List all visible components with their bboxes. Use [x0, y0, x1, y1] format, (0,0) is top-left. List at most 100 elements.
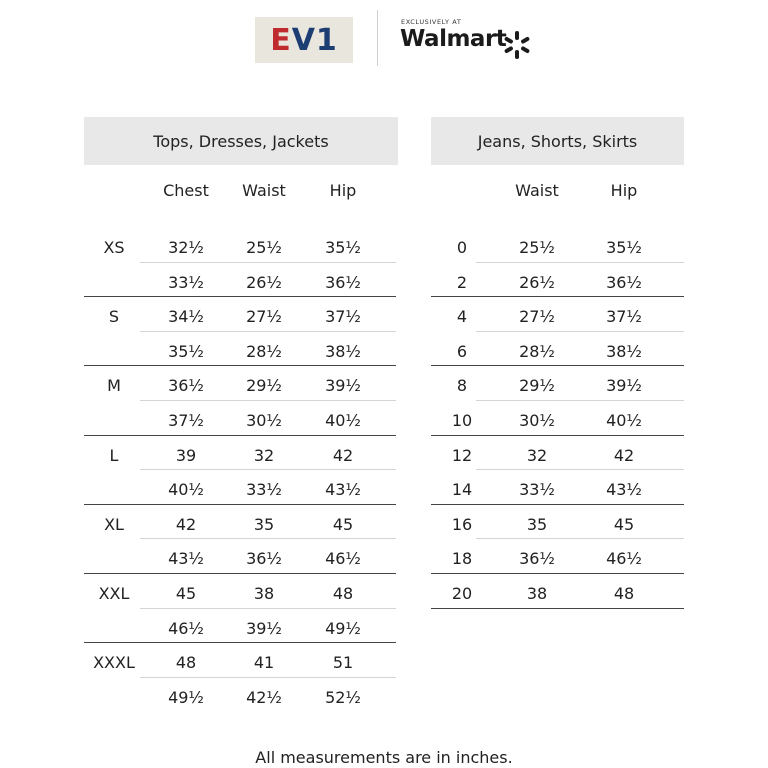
- tops-cell: 39½: [325, 376, 361, 396]
- tops-cell: 36½: [168, 376, 204, 396]
- bottoms-size-label: 18: [451, 549, 473, 569]
- bottoms-cell: 45: [613, 514, 635, 534]
- bottoms-row-divider: [476, 538, 684, 540]
- ev1-logo-e: E: [270, 22, 292, 58]
- tops-cell: 33½: [168, 272, 204, 292]
- tops-table-title: Tops, Dresses, Jackets: [84, 117, 398, 165]
- tops-col-waist: Waist: [242, 181, 286, 200]
- tops-cell: 42: [175, 514, 197, 534]
- ev1-logo-v1: V1: [291, 22, 338, 58]
- bottoms-size-label: 20: [451, 584, 473, 603]
- bottoms-cell: 42: [613, 445, 635, 465]
- bottoms-size-label: 0: [456, 238, 468, 257]
- tops-cell: 32½: [168, 238, 204, 257]
- tops-cell: 38: [253, 584, 275, 603]
- bottoms-cell: 40½: [606, 411, 642, 430]
- bottoms-size-label: 12: [451, 445, 473, 465]
- tops-cell: 35½: [168, 341, 204, 361]
- tops-cell: 35½: [325, 238, 361, 257]
- bottoms-group-divider: [431, 607, 684, 609]
- tops-cell: 39½: [246, 618, 282, 638]
- bottoms-size-label: 8: [456, 376, 468, 396]
- bottoms-cell: 26½: [519, 272, 555, 292]
- tops-cell: 33½: [246, 480, 282, 500]
- bottoms-size-label: 14: [451, 480, 473, 500]
- tops-cell: 52½: [325, 687, 361, 707]
- bottoms-cell: 38: [526, 584, 548, 603]
- tops-cell: 40½: [325, 411, 361, 430]
- tops-cell: 46½: [168, 618, 204, 638]
- tops-row-divider: [140, 469, 396, 471]
- tops-cell: 27½: [246, 307, 282, 327]
- tops-cell: 51: [332, 653, 354, 673]
- tops-cell: 35: [253, 514, 275, 534]
- bottoms-cell: 36½: [606, 272, 642, 292]
- tops-cell: 48: [175, 653, 197, 673]
- bottoms-cell: 37½: [606, 307, 642, 327]
- tops-cell: 25½: [246, 238, 282, 257]
- tops-size-label: M: [107, 376, 121, 396]
- bottoms-row-divider: [476, 400, 684, 401]
- bottoms-table-title: Jeans, Shorts, Skirts: [431, 117, 684, 165]
- bottoms-size-label: 2: [456, 272, 468, 292]
- tops-cell: 41: [253, 653, 275, 673]
- bottoms-cell: 27½: [519, 307, 555, 327]
- tops-row-divider: [140, 400, 396, 401]
- walmart-spark-icon: [504, 31, 530, 59]
- bottoms-group-divider: [431, 573, 684, 574]
- tops-cell: 45: [332, 514, 354, 534]
- bottoms-size-table: Jeans, Shorts, Skirts Waist Hip 0 25½ 35½ 2…: [431, 117, 684, 609]
- tops-row-divider: [140, 330, 396, 332]
- brand-header: E V1 EXCLUSIVELY AT Walmart: [0, 0, 768, 80]
- tops-cell: 39: [175, 445, 197, 465]
- bottoms-cell: 35½: [606, 238, 642, 257]
- tops-group-divider: [84, 434, 396, 436]
- walmart-wordmark: Walmart: [400, 26, 507, 52]
- bottoms-cell: 43½: [606, 480, 642, 500]
- tops-cell: 29½: [246, 376, 282, 396]
- tops-cell: 46½: [325, 549, 361, 569]
- bottoms-cell: 39½: [606, 376, 642, 396]
- tops-cell: 40½: [168, 480, 204, 500]
- tops-group-divider: [84, 296, 396, 298]
- bottoms-size-label: 6: [456, 341, 468, 361]
- tops-row-divider: [140, 676, 396, 678]
- tops-cell: 26½: [246, 272, 282, 292]
- measurement-footnote: All measurements are in inches.: [255, 748, 513, 767]
- tops-cell: 45: [175, 584, 197, 603]
- bottoms-cell: 33½: [519, 480, 555, 500]
- tops-cell: 37½: [325, 307, 361, 327]
- header-divider: [377, 10, 378, 66]
- tops-row-divider: [140, 607, 396, 609]
- ev1-logo: E V1: [255, 17, 353, 63]
- bottoms-size-label: 10: [451, 411, 473, 430]
- exclusively-at-label: EXCLUSIVELY AT: [401, 18, 462, 26]
- tops-row-divider: [140, 261, 396, 263]
- tops-size-table: Tops, Dresses, Jackets Chest Waist Hip X…: [84, 117, 398, 717]
- tops-group-divider: [84, 503, 396, 505]
- bottoms-cell: 38½: [606, 341, 642, 361]
- bottoms-group-divider: [431, 365, 684, 367]
- bottoms-cell: 30½: [519, 411, 555, 430]
- tops-cell: 30½: [246, 411, 282, 430]
- tops-cell: 42½: [246, 687, 282, 707]
- bottoms-row-divider: [476, 469, 684, 471]
- tops-size-label: XL: [104, 514, 124, 534]
- tops-cell: 49½: [325, 618, 361, 638]
- bottoms-cell: 28½: [519, 341, 555, 361]
- tops-cell: 36½: [246, 549, 282, 569]
- bottoms-cell: 48: [613, 584, 635, 603]
- bottoms-row-divider: [476, 330, 684, 332]
- bottoms-group-divider: [431, 503, 684, 505]
- bottoms-col-hip: Hip: [610, 181, 638, 200]
- bottoms-size-label: 4: [456, 307, 468, 327]
- tops-cell: 32: [253, 445, 275, 465]
- tops-group-divider: [84, 365, 396, 367]
- bottoms-cell: 29½: [519, 376, 555, 396]
- bottoms-size-label: 16: [451, 514, 473, 534]
- bottoms-cell: 32: [526, 445, 548, 465]
- tops-cell: 43½: [325, 480, 361, 500]
- tops-size-label: XXXL: [93, 653, 135, 673]
- bottoms-cell: 36½: [519, 549, 555, 569]
- tops-size-label: XS: [103, 238, 125, 257]
